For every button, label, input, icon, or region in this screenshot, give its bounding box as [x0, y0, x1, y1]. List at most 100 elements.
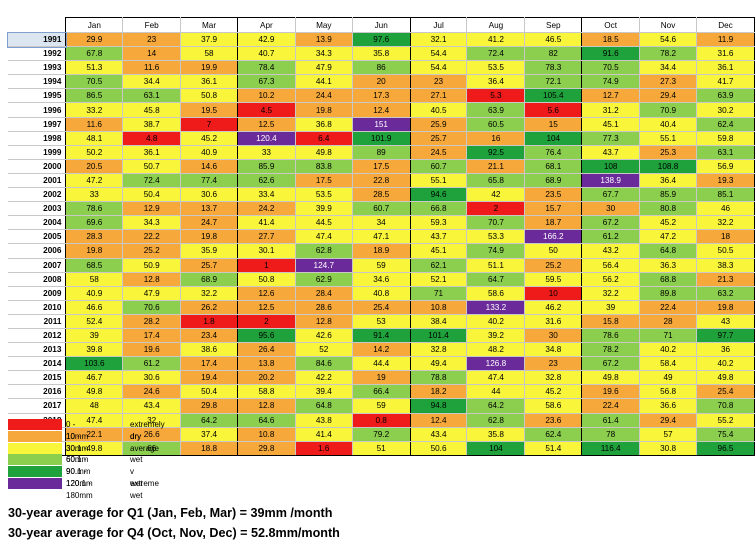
- rainfall-cell: 82: [524, 46, 583, 62]
- legend-range: 30.1 - 60mm: [66, 443, 89, 465]
- rainfall-cell: 12.8: [122, 272, 182, 287]
- rainfall-cell: 12.7: [581, 88, 641, 104]
- year-cell: 2002: [8, 187, 67, 203]
- year-cell: 2000: [8, 159, 67, 174]
- rainfall-cell: 63.1: [122, 88, 182, 104]
- rainfall-cell: 21.3: [696, 272, 755, 287]
- rainfall-cell: 46: [696, 201, 755, 217]
- rainfall-cell: 38.7: [122, 117, 182, 132]
- month-header-jul: Jul: [410, 17, 468, 33]
- rainfall-cell: 44.5: [295, 215, 353, 231]
- rainfall-cell: 89.8: [639, 286, 697, 301]
- rainfall-cell: 40.2: [466, 314, 526, 329]
- rainfall-cell: 41.7: [696, 74, 755, 90]
- rainfall-cell: 47.4: [295, 229, 353, 245]
- rainfall-cell: 50.2: [65, 145, 124, 160]
- rainfall-cell: 34.3: [295, 46, 353, 62]
- month-header-oct: Oct: [581, 17, 641, 33]
- rainfall-cell: 19.4: [180, 370, 238, 386]
- rainfall-cell: 48: [65, 398, 124, 414]
- year-cell: 1999: [8, 145, 67, 160]
- rainfall-cell: 72.4: [466, 46, 526, 62]
- rainfall-cell: 12.8: [237, 398, 296, 414]
- year-cell: 2011: [8, 314, 67, 329]
- rainfall-cell: 78.4: [237, 60, 296, 76]
- rainfall-cell: 45.2: [180, 131, 238, 146]
- rainfall-cell: 43.7: [581, 145, 641, 160]
- rainfall-cell: 27.1: [410, 88, 468, 104]
- rainfall-cell: 52: [295, 342, 353, 358]
- rainfall-cell: 0.8: [352, 413, 411, 428]
- rainfall-cell: 59.8: [696, 131, 755, 146]
- rainfall-cell: 19.8: [180, 229, 238, 245]
- rainfall-cell: 49: [639, 370, 697, 386]
- rainfall-cell: 104: [524, 131, 583, 146]
- rainfall-cell: 41.4: [237, 215, 296, 231]
- rainfall-cell: 14.6: [180, 159, 238, 174]
- year-cell: 2016: [8, 384, 67, 400]
- rainfall-cell: 126.8: [466, 356, 526, 372]
- rainfall-cell: 33: [237, 145, 296, 160]
- rainfall-cell: 21.1: [466, 159, 526, 174]
- rainfall-cell: 38.4: [410, 314, 468, 329]
- rainfall-cell: 50.6: [410, 441, 468, 456]
- rainfall-cell: 79.2: [352, 427, 411, 442]
- rainfall-cell: 48.2: [466, 342, 526, 358]
- rainfall-cell: 55.2: [696, 413, 755, 428]
- rainfall-cell: 31.6: [524, 314, 583, 329]
- rainfall-cell: 63.2: [696, 286, 755, 301]
- rainfall-cell: 10.2: [237, 88, 296, 104]
- rainfall-cell: 96.5: [696, 441, 755, 456]
- rainfall-cell: 24.6: [122, 384, 182, 400]
- rainfall-cell: 28: [639, 314, 697, 329]
- rainfall-cell: 18.9: [352, 243, 411, 259]
- rainfall-cell: 49.4: [410, 356, 468, 372]
- rainfall-cell: 56.9: [696, 159, 755, 174]
- rainfall-cell: 44.1: [295, 74, 353, 90]
- legend-swatch: [8, 454, 62, 466]
- month-header-mar: Mar: [180, 17, 238, 33]
- rainfall-cell: 34.4: [122, 74, 182, 90]
- legend-label: extreme wet: [130, 478, 159, 500]
- rainfall-cell: 40.2: [696, 356, 755, 372]
- rainfall-cell: 13.9: [295, 32, 353, 48]
- rainfall-cell: 51.3: [65, 60, 124, 76]
- header-row: Jan Feb Mar Apr May Jun Jul Aug Sep Oct Nov Dec: [8, 17, 755, 33]
- rainfall-cell: 18.5: [581, 32, 641, 48]
- rainfall-cell: 53.5: [295, 187, 353, 203]
- rainfall-cell: 70.5: [581, 60, 641, 76]
- year-cell: 1991: [7, 31, 67, 48]
- rainfall-cell: 32.8: [410, 342, 468, 358]
- rainfall-cell: 30.6: [180, 187, 238, 203]
- rainfall-cell: 58: [65, 272, 124, 287]
- rainfall-cell: 10.8: [237, 427, 296, 442]
- rainfall-cell: 64.6: [237, 413, 296, 428]
- rainfall-cell: 84.6: [295, 356, 353, 372]
- rainfall-cell: 15.8: [581, 314, 641, 329]
- rainfall-cell: 25.7: [180, 258, 238, 273]
- rainfall-cell: 69.6: [65, 215, 124, 231]
- rainfall-cell: 92.5: [466, 145, 526, 160]
- rainfall-cell: 64.8: [639, 243, 697, 259]
- rainfall-cell: 32.2: [581, 286, 641, 301]
- rainfall-cell: 83.8: [295, 159, 353, 174]
- year-cell: 2009: [8, 286, 67, 301]
- rainfall-cell: 78.6: [581, 328, 641, 344]
- legend-range: 60.1 - 90.mm: [66, 455, 91, 477]
- rainfall-cell: 26.2: [180, 300, 238, 315]
- rainfall-cell: 120.4: [237, 131, 296, 146]
- year-cell: 2001: [8, 173, 67, 189]
- rainfall-cell: 17.3: [352, 88, 411, 104]
- rainfall-cell: 53.3: [466, 229, 526, 245]
- rainfall-cell: 43.7: [410, 229, 468, 245]
- rainfall-cell: 46.2: [524, 300, 583, 315]
- rainfall-cell: 40.5: [410, 102, 468, 118]
- year-cell: 2012: [8, 328, 67, 344]
- rainfall-cell: 40.8: [352, 286, 411, 301]
- rainfall-cell: 47.2: [65, 173, 124, 189]
- legend-range: 90.1 - 120mm: [66, 467, 93, 488]
- rainfall-cell: 61.2: [581, 229, 641, 245]
- rainfall-cell: 19.8: [696, 300, 755, 315]
- rainfall-cell: 91.4: [352, 328, 411, 344]
- rainfall-cell: 12.4: [352, 102, 411, 118]
